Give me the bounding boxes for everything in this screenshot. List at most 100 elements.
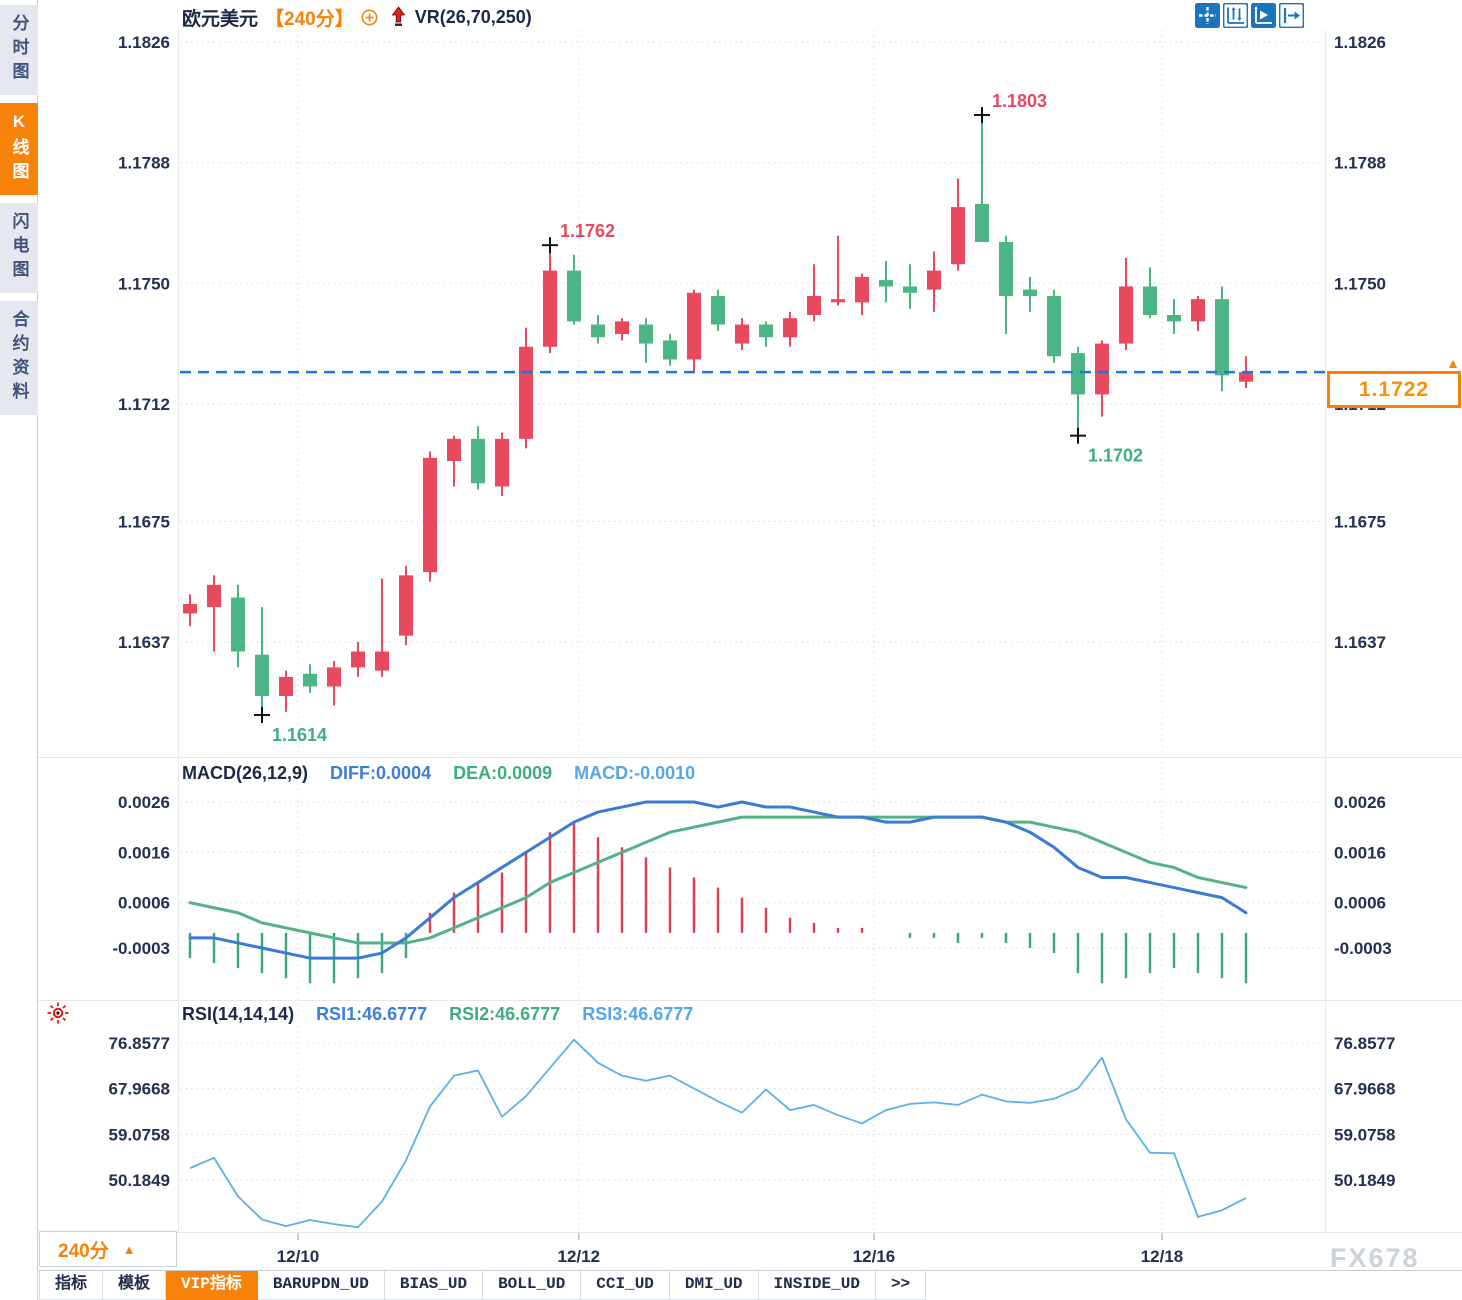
sidebar-item-lightning-chart[interactable]: 闪电图	[0, 203, 38, 293]
y-axis-label: 67.9668	[109, 1080, 170, 1099]
axis-range-tool-icon[interactable]	[1222, 2, 1249, 29]
rsi-header: RSI(14,14,14) RSI1:46.6777 RSI2:46.6777 …	[182, 1004, 693, 1025]
y-axis-label: 59.0758	[109, 1125, 170, 1144]
chart-title-bar: 欧元美元 【240分】 VR(26,70,250)	[182, 3, 532, 31]
y-axis-label: 0.0026	[1334, 793, 1386, 812]
y-axis-label: 1.1826	[118, 33, 170, 52]
rsi3-value: RSI3:46.6777	[582, 1004, 694, 1024]
zoom-add-icon[interactable]	[361, 9, 378, 26]
x-axis-date-label: 12/10	[277, 1247, 320, 1266]
tab-boll-ud[interactable]: BOLL_UD	[483, 1271, 582, 1300]
y-axis-label: 0.0026	[118, 793, 170, 812]
rsi2-value: RSI2:46.6777	[449, 1004, 561, 1024]
y-axis-label: 1.1750	[1334, 274, 1386, 293]
macd-dea-value: DEA:0.0009	[453, 763, 553, 783]
extreme-price-label: 1.1614	[272, 725, 327, 745]
macd-title: MACD(26,12,9)	[182, 763, 309, 783]
sidebar-item-time-chart[interactable]: 分时图	[0, 5, 38, 95]
macd-header: MACD(26,12,9) DIFF:0.0004 DEA:0.0009 MAC…	[182, 763, 695, 784]
watermark: FX678	[1330, 1243, 1420, 1273]
auto-fit-tool-icon[interactable]	[1251, 3, 1276, 28]
macd-macd-value: MACD:-0.0010	[574, 763, 696, 783]
y-axis-label: 50.1849	[1334, 1171, 1395, 1190]
extreme-price-label: 1.1803	[992, 91, 1047, 111]
tab-bias-ud[interactable]: BIAS_UD	[384, 1271, 484, 1300]
y-axis-label: 1.1788	[1334, 154, 1386, 173]
y-axis-label: 76.8577	[1334, 1034, 1395, 1053]
y-axis-label: 59.0758	[1334, 1125, 1395, 1144]
tab-barupdn-ud[interactable]: BARUPDN_UD	[257, 1271, 385, 1300]
y-axis-label: 67.9668	[1334, 1080, 1395, 1099]
candlestick-series	[183, 115, 1253, 716]
current-price-value: 1.1722	[1358, 377, 1430, 401]
tab-vip-indicators[interactable]: VIP指标	[166, 1271, 258, 1300]
sidebar-item-label: 闪电图	[9, 212, 29, 284]
y-axis-label: 1.1750	[118, 274, 170, 293]
collapse-panel-tool-icon[interactable]	[1278, 2, 1305, 29]
sidebar-item-label: 分时图	[9, 14, 29, 86]
x-axis-labels: 12/10 12/12 12/16 12/18	[277, 1232, 1184, 1266]
period-selector[interactable]: 240分 ▲	[39, 1231, 177, 1267]
y-axis-label: -0.0003	[1334, 939, 1392, 958]
plot-left-border	[178, 30, 179, 1232]
indicator-label: VR(26,70,250)	[414, 6, 532, 27]
rsi-separator	[38, 1000, 1462, 1001]
diff-line	[188, 800, 1248, 960]
xaxis-separator	[38, 1232, 1462, 1233]
macd-diff-value: DIFF:0.0004	[330, 763, 432, 783]
y-axis-label: 0.0016	[1334, 843, 1386, 862]
y-axis-label: 76.8577	[109, 1034, 170, 1053]
y-axis-labels: 1.1826 1.1826 1.1788 1.1788 1.1750 1.1750 1.17…	[109, 33, 1396, 1190]
symbol-name: 欧元美元	[182, 8, 259, 30]
price-up-arrow-icon: ▲	[1446, 355, 1460, 371]
x-axis-date-label: 12/12	[558, 1247, 601, 1266]
extreme-price-label: 1.1702	[1088, 446, 1143, 466]
x-axis-date-label: 12/18	[1141, 1247, 1184, 1266]
y-axis-label: 1.1675	[118, 512, 170, 531]
dea-line	[188, 815, 1248, 945]
y-axis-label: 0.0006	[1334, 894, 1386, 913]
price-annotations: 1.1762 1.1803 1.1614 1.1702	[254, 91, 1143, 745]
y-axis-label: 1.1712	[118, 395, 170, 414]
period-dropdown-arrow-icon: ▲	[122, 1241, 136, 1257]
plot-right-border	[1325, 30, 1326, 1232]
rsi-series	[189, 1038, 1247, 1229]
left-sidebar: 分时图 K线图 闪电图 合约资料	[0, 0, 38, 1300]
crosshair-tool-icon[interactable]	[1195, 3, 1220, 28]
period-selector-value: 240分	[58, 1240, 109, 1262]
period-label: 【240分】	[265, 8, 354, 30]
rsi-title: RSI(14,14,14)	[182, 1004, 295, 1024]
y-axis-label: 1.1637	[118, 633, 170, 652]
buy-signal-arrow-icon	[391, 6, 406, 28]
y-axis-label: -0.0003	[112, 939, 170, 958]
current-price-box: 1.1722 ▲	[1327, 355, 1461, 408]
indicator-tab-bar: 指标 模板 VIP指标 BARUPDN_UD BIAS_UD BOLL_UD C…	[39, 1270, 1462, 1300]
y-axis-label: 1.1675	[1334, 512, 1386, 531]
y-axis-label: 50.1849	[109, 1171, 170, 1190]
tab-cci-ud[interactable]: CCI_UD	[581, 1271, 670, 1300]
sidebar-item-contract-info[interactable]: 合约资料	[0, 301, 38, 415]
extreme-price-label: 1.1762	[560, 221, 615, 241]
sidebar-item-label: 合约资料	[9, 310, 29, 406]
alert-sun-icon	[46, 1001, 70, 1030]
tab-templates[interactable]: 模板	[103, 1271, 167, 1300]
y-axis-label: 0.0006	[118, 894, 170, 913]
rsi1-value: RSI1:46.6777	[316, 1004, 428, 1024]
x-axis-date-label: 12/16	[853, 1247, 896, 1266]
y-axis-label: 0.0016	[118, 843, 170, 862]
rsi-line	[189, 1038, 1247, 1229]
macd-separator	[38, 757, 1462, 758]
tab-indicators[interactable]: 指标	[39, 1271, 104, 1300]
y-axis-label: 1.1637	[1334, 633, 1386, 652]
tab-more[interactable]: >>	[875, 1271, 927, 1300]
sidebar-item-label: K线图	[9, 112, 29, 186]
tab-inside-ud[interactable]: INSIDE_UD	[758, 1271, 876, 1300]
sidebar-item-kline-chart[interactable]: K线图	[0, 103, 38, 195]
tab-dmi-ud[interactable]: DMI_UD	[669, 1271, 759, 1300]
grid-lines	[180, 30, 1325, 1232]
y-axis-label: 1.1826	[1334, 33, 1386, 52]
chart-toolbar	[1195, 2, 1305, 29]
macd-series	[188, 800, 1248, 984]
y-axis-label: 1.1788	[118, 154, 170, 173]
